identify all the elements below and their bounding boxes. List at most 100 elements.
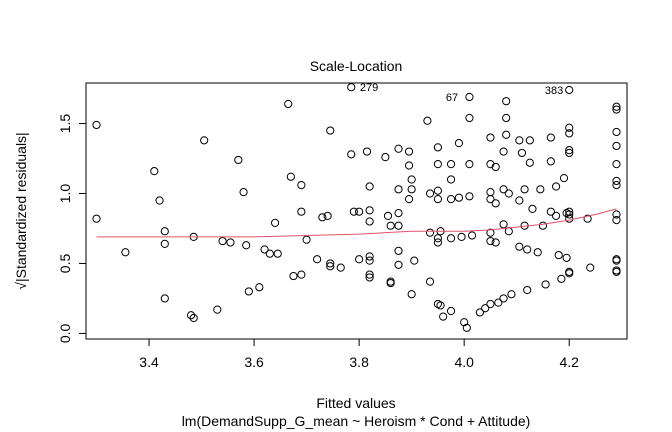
data-point [260,245,269,254]
data-point [347,150,356,159]
data-point [612,127,621,137]
data-point [270,218,280,227]
data-point [612,141,621,151]
data-point [507,290,516,299]
data-point [454,139,464,148]
data-point [504,189,513,198]
data-point [515,136,524,145]
y-axis-label: √|Standardized residuals| [13,132,29,289]
data-point [523,245,532,254]
data-point [557,274,566,283]
data-points [92,83,621,332]
data-point [446,160,456,169]
data-point [551,182,561,191]
data-point [318,213,327,222]
y-axis: 0.0 0.5 1.0 1.5 [57,114,87,343]
data-point [481,304,490,313]
data-point [462,323,471,332]
data-point [326,126,335,135]
data-point [436,301,445,310]
data-point [562,253,571,262]
data-point [386,277,395,286]
data-point [546,157,555,166]
data-point [515,196,524,205]
data-point [612,267,621,276]
data-point [523,285,532,295]
data-point [297,207,306,216]
data-point [565,123,574,132]
x-tick-label: 3.4 [139,354,159,370]
data-point [525,158,534,167]
data-point [551,211,561,220]
data-point [433,234,443,243]
data-point [439,312,448,321]
data-point [302,235,311,244]
data-point [528,204,537,214]
data-point [465,160,474,169]
data-point [499,220,508,229]
data-point [446,234,456,243]
data-point [565,210,574,219]
data-point [323,211,332,220]
y-tick-label: 1.0 [57,184,73,204]
data-point [365,273,374,282]
data-point [433,160,443,169]
data-point [499,185,508,194]
x-tick-label: 4.0 [454,354,474,370]
data-point [502,113,511,123]
data-point [394,260,403,269]
data-point [491,238,500,247]
data-point [394,185,403,194]
data-point [407,185,416,194]
data-point [394,221,403,230]
data-point [286,172,295,181]
data-point [244,287,253,296]
data-point [502,130,511,139]
data-point [536,185,545,194]
data-point [381,153,390,162]
data-point [499,294,508,303]
data-point [499,147,508,156]
data-point [394,144,403,153]
x-tick-label: 4.2 [559,354,579,370]
data-point [541,280,550,289]
data-point [520,185,529,194]
data-point [394,246,403,255]
data-point [565,146,574,155]
data-point [226,238,235,247]
data-point [612,105,621,114]
data-point [394,208,403,218]
data-point [612,256,621,265]
data-point [410,256,419,265]
data-point [515,242,524,251]
data-point [446,175,456,184]
data-point [494,298,503,307]
chart-title: Scale-Location [310,58,403,74]
data-point [486,195,495,204]
data-point [186,311,196,320]
data-point [365,206,374,215]
data-point [365,252,374,261]
data-point [486,299,495,309]
data-point [349,207,358,216]
data-point [612,210,621,219]
data-point [486,188,495,197]
x-axis-label: Fitted values [316,395,395,411]
data-point [525,136,534,145]
data-point [242,241,251,250]
data-point [160,227,169,236]
data-point [404,195,414,204]
data-point [160,294,169,303]
data-point [150,167,159,176]
data-point [213,305,222,314]
data-point [365,256,374,265]
data-point [355,255,364,264]
data-point [255,283,264,292]
chart-subtitle: lm(DemandSupp_G_mean ~ Heroism * Cond + … [182,413,531,429]
y-tick-label: 0.0 [57,323,73,343]
data-point [297,181,306,190]
data-point [517,148,527,158]
data-point [554,250,563,260]
data-point [347,83,356,92]
